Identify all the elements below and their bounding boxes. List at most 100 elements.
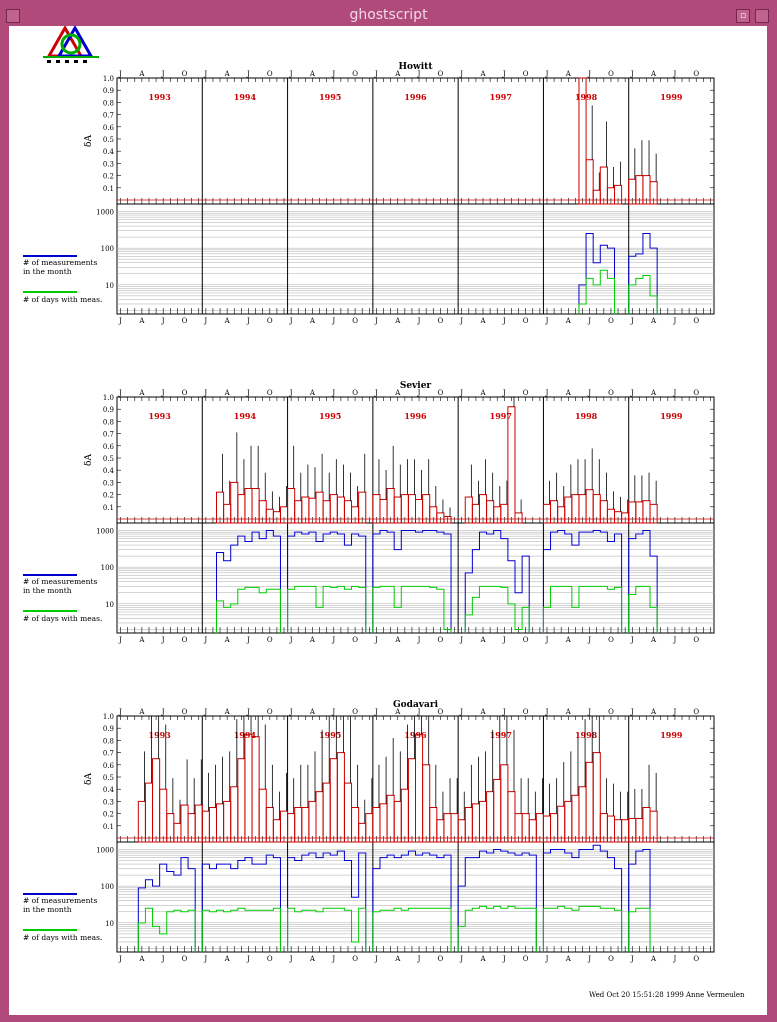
- year-label: 1999: [660, 92, 683, 102]
- month-label-top: J: [502, 70, 506, 78]
- month-label-bottom: J: [246, 636, 250, 644]
- month-label-bottom: J: [374, 317, 378, 325]
- month-label-bottom: J: [161, 317, 165, 325]
- days-series: [578, 269, 658, 314]
- legend-measurements-label: in the month: [23, 905, 72, 914]
- year-label: 1999: [660, 730, 683, 740]
- legend-days-label: # of days with meas.: [23, 614, 102, 623]
- month-label-bottom: O: [352, 317, 358, 325]
- delta-bar: [251, 736, 260, 843]
- month-label-bottom: J: [630, 955, 634, 963]
- month-label-top: J: [673, 70, 677, 78]
- month-label-top: A: [479, 708, 486, 716]
- month-label-top: A: [138, 389, 145, 397]
- month-label-top: J: [630, 70, 634, 78]
- month-label-bottom: J: [502, 636, 506, 644]
- delta-bar: [315, 791, 324, 843]
- count-tick-label: 10: [105, 920, 114, 928]
- year-label: 1997: [490, 730, 512, 740]
- month-label-bottom: A: [479, 317, 486, 325]
- month-label-top: J: [459, 708, 463, 716]
- delta-bar: [407, 758, 416, 843]
- delta-bar: [507, 406, 516, 524]
- month-label-top: A: [650, 708, 657, 716]
- month-label-top: J: [118, 708, 122, 716]
- month-label-bottom: J: [118, 955, 122, 963]
- month-label-bottom: J: [673, 636, 677, 644]
- month-label-bottom: J: [459, 636, 463, 644]
- year-label: 1995: [319, 92, 341, 102]
- month-label-bottom: A: [309, 955, 316, 963]
- month-label-top: J: [502, 708, 506, 716]
- count-tick-label: 1000: [96, 527, 114, 535]
- month-label-top: O: [267, 70, 273, 78]
- month-label-top: A: [394, 389, 401, 397]
- month-label-top: O: [267, 708, 273, 716]
- month-label-bottom: J: [417, 955, 421, 963]
- month-label-top: J: [203, 708, 207, 716]
- month-label-bottom: O: [352, 636, 358, 644]
- month-label-top: J: [630, 708, 634, 716]
- month-label-top: O: [352, 389, 358, 397]
- y-tick-label: 0.6: [103, 762, 115, 770]
- legend-measurements-label: # of measurements: [23, 258, 97, 267]
- delta-bar: [308, 800, 317, 843]
- month-label-top: O: [182, 70, 188, 78]
- year-label: 1998: [575, 730, 598, 740]
- delta-bar: [336, 752, 345, 843]
- month-label-bottom: J: [161, 636, 165, 644]
- month-label-top: J: [331, 708, 335, 716]
- month-label-bottom: O: [523, 955, 529, 963]
- month-label-bottom: J: [331, 955, 335, 963]
- delta-bar: [614, 184, 623, 205]
- y-tick-label: 0.1: [103, 504, 114, 512]
- delta-bar: [585, 159, 594, 205]
- month-label-top: A: [309, 70, 316, 78]
- month-label-top: J: [161, 708, 165, 716]
- y-tick-label: 0.4: [103, 786, 115, 794]
- month-label-top: J: [203, 389, 207, 397]
- month-label-bottom: A: [138, 317, 145, 325]
- month-label-bottom: J: [331, 636, 335, 644]
- month-label-bottom: A: [565, 955, 572, 963]
- month-label-bottom: A: [650, 955, 657, 963]
- y-tick-label: 0.1: [103, 823, 114, 831]
- y-tick-label: 0.7: [103, 431, 114, 439]
- month-label-top: O: [693, 708, 699, 716]
- y-tick-label: 0.3: [103, 479, 114, 487]
- measurements-series: [578, 233, 658, 314]
- delta-bar: [493, 778, 502, 843]
- days-series: [216, 585, 658, 633]
- month-label-bottom: A: [224, 955, 231, 963]
- delta-bar: [500, 764, 509, 843]
- chart-title: Howitt: [399, 62, 434, 72]
- month-label-top: J: [374, 708, 378, 716]
- window-menu-button[interactable]: [6, 9, 20, 23]
- month-label-top: A: [224, 70, 231, 78]
- month-label-top: A: [479, 389, 486, 397]
- month-label-bottom: J: [630, 636, 634, 644]
- month-label-top: J: [417, 708, 421, 716]
- y-tick-label: 0.5: [103, 455, 114, 463]
- month-label-bottom: J: [203, 955, 207, 963]
- month-label-top: J: [459, 389, 463, 397]
- count-tick-label: 100: [101, 245, 114, 253]
- month-label-bottom: J: [417, 317, 421, 325]
- month-label-bottom: A: [394, 955, 401, 963]
- month-label-bottom: O: [693, 317, 699, 325]
- month-label-bottom: O: [608, 955, 614, 963]
- y-tick-label: 0.9: [103, 725, 114, 733]
- delta-bar: [422, 764, 431, 843]
- month-label-bottom: O: [438, 636, 444, 644]
- maximize-button[interactable]: [755, 9, 769, 23]
- month-label-top: O: [523, 70, 529, 78]
- month-label-bottom: O: [608, 317, 614, 325]
- delta-bar: [393, 800, 402, 843]
- delta-bar: [486, 791, 495, 843]
- title-bar[interactable]: ghostscript ▫: [0, 4, 777, 26]
- minimize-button[interactable]: ▫: [736, 9, 750, 23]
- month-label-bottom: J: [459, 317, 463, 325]
- month-label-top: J: [246, 708, 250, 716]
- legend-days-label: # of days with meas.: [23, 295, 102, 304]
